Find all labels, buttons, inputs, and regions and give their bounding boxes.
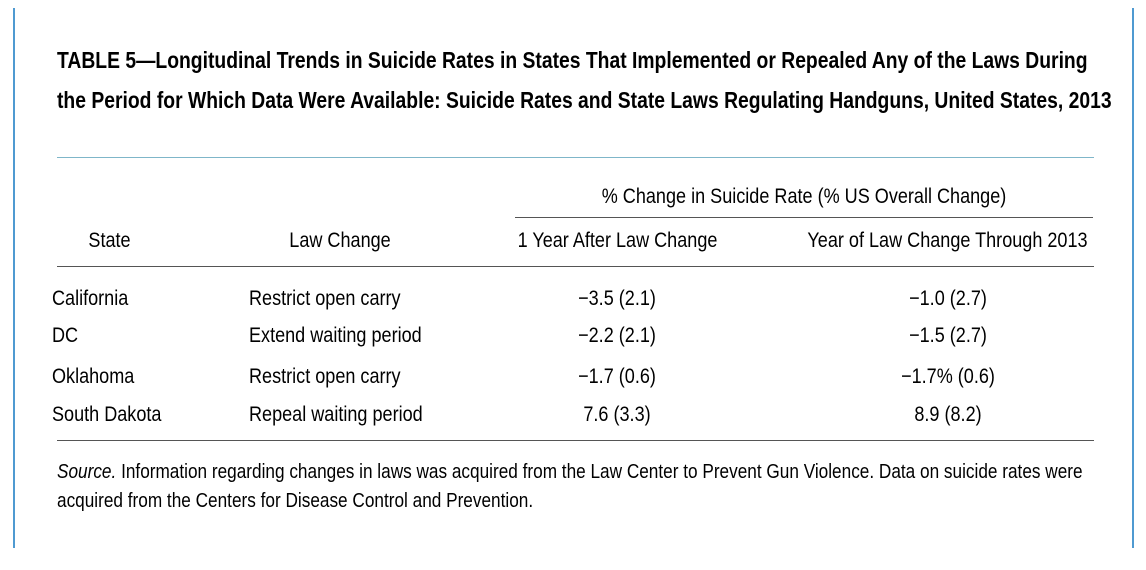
- table-bottom-rule: [57, 440, 1094, 441]
- table-cell-through-2013: −1.7% (0.6): [901, 365, 995, 388]
- table-cell-law: Restrict open carry: [249, 365, 401, 388]
- table-cell-through-2013: −1.0 (2.7): [909, 287, 987, 310]
- table-cell-one-year: −2.2 (2.1): [578, 324, 656, 347]
- table-cell-through-2013: 8.9 (8.2): [914, 403, 982, 426]
- table-title: TABLE 5—Longitudinal Trends in Suicide R…: [57, 47, 1112, 113]
- table-cell-law: Extend waiting period: [249, 324, 422, 347]
- table-cell-state: DC: [52, 324, 79, 347]
- table-cell-state: Oklahoma: [52, 365, 135, 388]
- header-rule: [57, 266, 1094, 267]
- table-cell-law: Repeal waiting period: [249, 403, 423, 426]
- table-cell-one-year: 7.6 (3.3): [583, 403, 651, 426]
- source-text: Information regarding changes in laws wa…: [57, 461, 1083, 512]
- table-cell-through-2013: −1.5 (2.7): [909, 324, 987, 347]
- title-divider: [57, 157, 1094, 158]
- source-label: Source.: [57, 461, 117, 483]
- table-cell-one-year: −3.5 (2.1): [578, 287, 656, 310]
- column-header-state: State: [88, 229, 131, 252]
- table-cell-law: Restrict open carry: [249, 287, 401, 310]
- left-border-line: [13, 8, 15, 548]
- table-cell-one-year: −1.7 (0.6): [578, 365, 656, 388]
- column-header-law-change: Law Change: [289, 229, 391, 252]
- group-header: % Change in Suicide Rate (% US Overall C…: [601, 185, 1007, 208]
- table-cell-state: California: [52, 287, 129, 310]
- column-header-one-year: 1 Year After Law Change: [517, 229, 718, 252]
- right-border-line: [1132, 8, 1134, 548]
- group-header-rule: [515, 217, 1093, 218]
- column-header-through-2013: Year of Law Change Through 2013: [807, 229, 1088, 252]
- source-note: Source. Information regarding changes in…: [57, 458, 1098, 516]
- table-cell-state: South Dakota: [52, 403, 162, 426]
